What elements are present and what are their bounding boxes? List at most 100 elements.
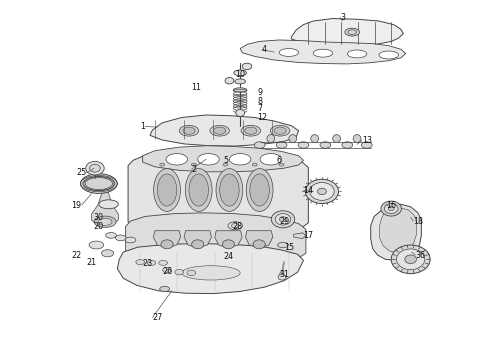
- Polygon shape: [291, 18, 403, 46]
- Polygon shape: [184, 231, 211, 248]
- Ellipse shape: [242, 63, 252, 69]
- Text: 30: 30: [94, 213, 104, 222]
- Text: 2: 2: [192, 165, 196, 174]
- Ellipse shape: [157, 174, 177, 206]
- Ellipse shape: [245, 127, 257, 134]
- Polygon shape: [150, 115, 298, 146]
- Ellipse shape: [80, 174, 117, 193]
- Ellipse shape: [101, 249, 114, 257]
- Ellipse shape: [381, 201, 401, 216]
- Ellipse shape: [216, 168, 243, 211]
- Text: 6: 6: [277, 156, 282, 165]
- Ellipse shape: [318, 188, 326, 195]
- Text: 9: 9: [257, 88, 262, 97]
- Ellipse shape: [310, 183, 334, 201]
- Polygon shape: [215, 231, 242, 248]
- Ellipse shape: [214, 127, 226, 134]
- Ellipse shape: [182, 266, 240, 280]
- Ellipse shape: [345, 28, 360, 36]
- Ellipse shape: [179, 125, 199, 136]
- Ellipse shape: [185, 168, 212, 211]
- Ellipse shape: [210, 125, 229, 136]
- Ellipse shape: [405, 255, 416, 264]
- Text: 5: 5: [223, 156, 228, 165]
- Text: 26: 26: [162, 267, 172, 276]
- Ellipse shape: [198, 154, 219, 165]
- Ellipse shape: [84, 176, 114, 191]
- Ellipse shape: [235, 79, 245, 84]
- Ellipse shape: [106, 233, 116, 238]
- Ellipse shape: [192, 163, 196, 166]
- Polygon shape: [371, 204, 421, 260]
- Ellipse shape: [166, 154, 188, 165]
- Ellipse shape: [333, 135, 341, 143]
- Ellipse shape: [222, 240, 235, 249]
- Ellipse shape: [246, 168, 273, 211]
- Ellipse shape: [116, 235, 126, 241]
- Polygon shape: [240, 40, 406, 64]
- Ellipse shape: [267, 135, 275, 143]
- Ellipse shape: [250, 174, 270, 206]
- Ellipse shape: [160, 163, 165, 166]
- Ellipse shape: [89, 241, 104, 249]
- Polygon shape: [117, 244, 303, 294]
- Ellipse shape: [147, 260, 156, 265]
- Polygon shape: [294, 233, 306, 239]
- Ellipse shape: [279, 217, 287, 222]
- Ellipse shape: [86, 161, 104, 175]
- Ellipse shape: [353, 135, 361, 143]
- Ellipse shape: [241, 125, 261, 136]
- Ellipse shape: [228, 222, 243, 230]
- Text: 3: 3: [340, 13, 345, 22]
- Text: 22: 22: [72, 251, 82, 260]
- Ellipse shape: [384, 203, 398, 213]
- Ellipse shape: [192, 240, 204, 249]
- Ellipse shape: [311, 135, 319, 143]
- Ellipse shape: [305, 179, 339, 203]
- Ellipse shape: [276, 142, 287, 148]
- Ellipse shape: [136, 260, 145, 265]
- Text: 1: 1: [140, 122, 145, 131]
- Ellipse shape: [161, 240, 173, 249]
- Ellipse shape: [253, 240, 265, 249]
- Text: 24: 24: [223, 252, 233, 261]
- Text: 18: 18: [413, 217, 423, 226]
- Text: 14: 14: [303, 186, 314, 195]
- Ellipse shape: [252, 163, 257, 166]
- Ellipse shape: [298, 142, 309, 148]
- Ellipse shape: [189, 174, 208, 206]
- Text: 15: 15: [284, 243, 294, 252]
- Ellipse shape: [94, 216, 116, 228]
- Ellipse shape: [187, 270, 196, 275]
- Ellipse shape: [163, 267, 172, 273]
- Ellipse shape: [175, 270, 184, 275]
- Ellipse shape: [154, 168, 180, 211]
- Polygon shape: [92, 191, 118, 226]
- Polygon shape: [153, 231, 181, 248]
- Ellipse shape: [388, 206, 394, 211]
- Ellipse shape: [391, 245, 430, 274]
- Polygon shape: [125, 213, 306, 265]
- Ellipse shape: [289, 135, 296, 143]
- Ellipse shape: [234, 70, 246, 76]
- Ellipse shape: [90, 164, 100, 172]
- Ellipse shape: [279, 49, 298, 57]
- Text: 8: 8: [257, 97, 262, 106]
- Text: 36: 36: [416, 251, 425, 260]
- Text: 21: 21: [86, 258, 97, 267]
- Ellipse shape: [225, 77, 234, 84]
- Text: 17: 17: [303, 231, 314, 240]
- Polygon shape: [128, 150, 308, 235]
- Ellipse shape: [275, 213, 291, 225]
- Ellipse shape: [342, 142, 353, 148]
- Text: 11: 11: [191, 83, 201, 92]
- Ellipse shape: [231, 224, 239, 228]
- Text: 10: 10: [235, 70, 245, 79]
- Text: 20: 20: [94, 222, 104, 231]
- Text: 19: 19: [72, 201, 82, 210]
- Ellipse shape: [229, 154, 251, 165]
- Ellipse shape: [270, 125, 290, 136]
- Ellipse shape: [279, 163, 284, 166]
- Ellipse shape: [159, 260, 168, 265]
- Text: 12: 12: [257, 113, 268, 122]
